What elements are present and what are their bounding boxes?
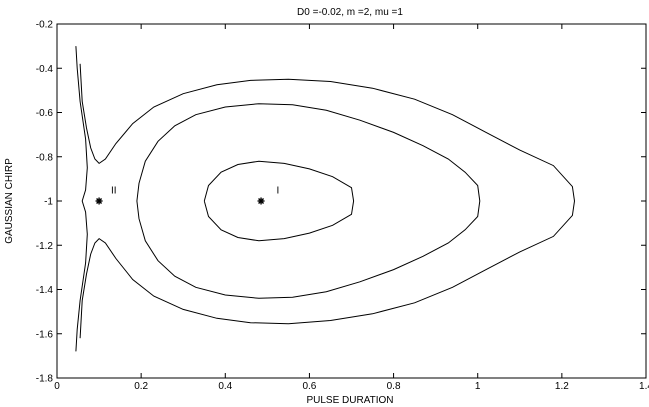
contour-lines <box>75 46 576 352</box>
x-axis-label: PULSE DURATION <box>306 395 393 406</box>
y-tick-label: -0.2 <box>36 20 54 31</box>
x-tick-label: 1 <box>475 381 481 392</box>
y-tick-label: -0.8 <box>36 152 54 163</box>
x-tick-label: 0.4 <box>218 381 232 392</box>
contour-line-1 <box>203 160 355 242</box>
y-tick-label: -1.4 <box>36 285 54 296</box>
contour-line-3 <box>79 63 576 339</box>
x-tick-label: 0.6 <box>302 381 316 392</box>
x-tick-label: 0.2 <box>134 381 148 392</box>
x-tick-label: 0.8 <box>387 381 401 392</box>
y-axis-label: GAUSSIAN CHIRP <box>4 158 15 244</box>
annotation-label-1: II <box>111 185 117 196</box>
plot-area <box>56 23 647 379</box>
x-tick-label: 1.4 <box>639 381 649 392</box>
contour-line-2 <box>136 103 481 299</box>
contour-line-4 <box>75 46 88 352</box>
y-axis: -0.2 -0.4 -0.6 -0.8 -1 -1.2 -1.4 -1.6 -1.8 <box>36 20 646 385</box>
y-tick-label: -1 <box>44 197 53 208</box>
x-tick-label: 1.2 <box>555 381 569 392</box>
star-marker-1 <box>95 197 103 205</box>
data-points <box>95 197 265 205</box>
y-tick-label: -1.2 <box>36 241 54 252</box>
x-tick-label: 0 <box>54 381 60 392</box>
y-tick-label: -0.4 <box>36 64 54 75</box>
annotations: II I <box>111 185 279 196</box>
y-tick-label: -0.6 <box>36 108 54 119</box>
star-marker-2 <box>257 197 265 205</box>
annotation-label-2: I <box>276 185 279 196</box>
chart-title: D0 =-0.02, m =2, mu =1 <box>297 7 403 18</box>
x-axis: 0 0.2 0.4 0.6 0.8 1 1.2 1.4 <box>54 24 649 392</box>
y-tick-label: -1.6 <box>36 329 54 340</box>
y-tick-label: -1.8 <box>36 374 54 385</box>
